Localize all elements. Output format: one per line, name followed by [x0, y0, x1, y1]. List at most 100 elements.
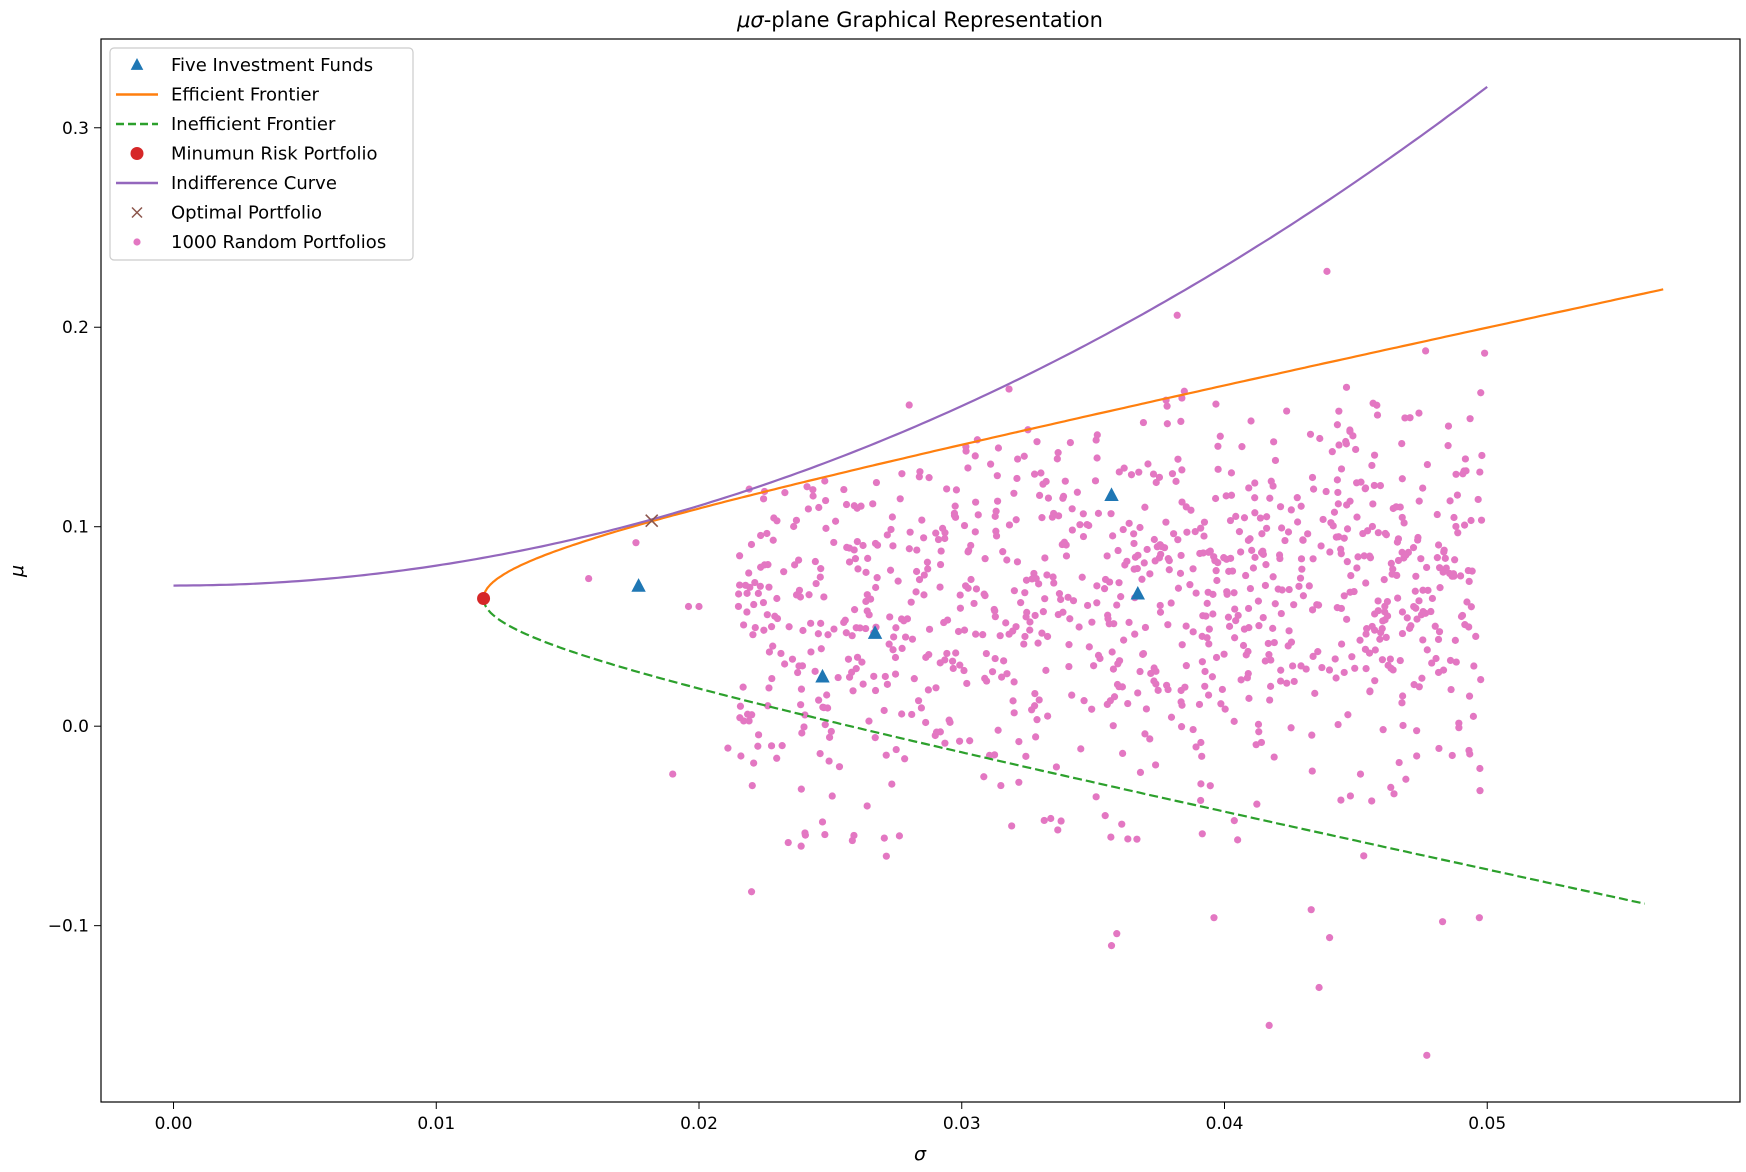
random-portfolio-point: [1309, 485, 1318, 493]
random-portfolio-point: [1267, 656, 1275, 664]
random-portfolio-point: [1476, 468, 1484, 476]
random-portfolio-point: [1217, 700, 1225, 708]
random-portfolio-point: [1049, 573, 1057, 581]
random-portfolio-point: [1409, 544, 1418, 552]
random-portfolio-point: [1455, 724, 1463, 732]
random-portfolio-point: [1114, 546, 1122, 555]
random-portfolio-point: [834, 673, 842, 682]
investment-fund-marker: [815, 668, 830, 683]
random-portfolio-point: [1090, 662, 1098, 670]
random-portfolio-point: [883, 531, 891, 539]
random-portfolio-point: [858, 658, 866, 666]
legend: Five Investment Funds Efficient Frontier I…: [109, 47, 414, 261]
random-portfolio-point: [896, 495, 904, 503]
random-portfolio-point: [970, 599, 978, 608]
random-portfolio-point: [632, 539, 640, 547]
random-portfolios: [585, 267, 1489, 1059]
random-portfolio-point: [1044, 712, 1052, 720]
random-portfolio-point: [1261, 581, 1270, 590]
random-portfolio-point: [1398, 608, 1407, 616]
random-portfolio-point: [1449, 570, 1458, 578]
random-portfolio-point: [1368, 522, 1377, 531]
random-portfolio-point: [1065, 662, 1073, 671]
random-portfolio-point: [1337, 796, 1345, 804]
legend-label: Five Investment Funds: [171, 55, 373, 76]
random-portfolio-point: [1002, 619, 1010, 627]
random-portfolio-point: [769, 536, 777, 544]
random-portfolio-point: [754, 731, 763, 739]
random-portfolio-point: [1139, 418, 1148, 427]
random-portfolio-point: [1399, 721, 1407, 730]
random-portfolio-point: [1174, 455, 1182, 463]
random-portfolio-point: [1335, 441, 1343, 449]
random-portfolio-point: [1311, 689, 1319, 697]
random-portfolio-point: [1211, 557, 1219, 565]
random-portfolio-point: [1265, 1021, 1273, 1030]
random-portfolio-point: [1043, 571, 1051, 579]
random-portfolio-point: [1396, 656, 1404, 665]
random-portfolio-point: [1237, 676, 1245, 684]
random-portfolio-point: [1062, 541, 1070, 549]
random-portfolio-point: [1394, 535, 1403, 543]
random-portfolio-point: [913, 546, 921, 554]
random-portfolio-point: [1230, 817, 1238, 825]
random-portfolio-point: [1218, 685, 1226, 694]
random-portfolio-point: [1266, 696, 1274, 704]
y-tick-label: 0.1: [62, 518, 89, 538]
random-portfolio-point: [1059, 494, 1067, 502]
random-portfolio-point: [853, 653, 862, 661]
random-portfolio-point: [1230, 717, 1238, 725]
random-portfolio-point: [1415, 597, 1423, 605]
random-portfolio-point: [905, 545, 913, 553]
random-portfolio-point: [1395, 758, 1403, 767]
random-portfolio-point: [760, 626, 768, 634]
random-portfolio-point: [1299, 592, 1307, 600]
random-portfolio-point: [1356, 770, 1365, 778]
random-portfolio-point: [992, 532, 1001, 540]
random-portfolio-point: [1216, 432, 1224, 440]
random-portfolio-point: [817, 619, 825, 627]
random-portfolio-point: [908, 635, 917, 643]
random-portfolio-point: [831, 517, 840, 525]
random-portfolio-point: [900, 617, 908, 625]
random-portfolio-point: [1227, 491, 1236, 499]
random-portfolio-point: [1451, 556, 1459, 564]
random-portfolio-point: [1265, 651, 1273, 659]
random-portfolio-point: [1415, 683, 1423, 691]
random-portfolio-point: [1309, 555, 1317, 563]
random-portfolio-point: [1317, 542, 1325, 550]
random-portfolio-point: [1406, 414, 1414, 422]
random-portfolio-point: [1177, 417, 1185, 426]
random-portfolio-point: [1123, 557, 1131, 565]
random-portfolio-point: [1261, 657, 1269, 665]
random-portfolio-point: [1113, 680, 1122, 689]
random-portfolio-point: [1165, 566, 1173, 574]
random-portfolio-point: [1133, 835, 1141, 843]
random-portfolio-point: [1075, 623, 1083, 631]
random-portfolio-point: [1370, 451, 1379, 459]
random-portfolio-point: [807, 648, 815, 656]
random-portfolio-point: [743, 608, 751, 616]
random-portfolio-point: [1010, 489, 1018, 497]
random-portfolio-point: [820, 593, 828, 601]
random-portfolio-point: [1382, 531, 1390, 539]
random-portfolio-point: [1433, 510, 1441, 519]
random-portfolio-point: [1182, 503, 1190, 511]
random-portfolio-point: [1436, 584, 1444, 592]
random-portfolio-point: [736, 552, 744, 560]
random-portfolio-point: [1138, 575, 1146, 583]
random-portfolio-point: [821, 830, 829, 839]
random-portfolio-point: [1428, 659, 1436, 667]
random-portfolio-point: [1315, 983, 1323, 992]
random-portfolio-point: [815, 503, 823, 512]
random-portfolio-point: [1101, 812, 1109, 820]
random-portfolio-point: [954, 627, 963, 636]
random-portfolio-point: [1444, 422, 1453, 430]
random-portfolio-point: [791, 561, 799, 569]
random-portfolio-point: [1296, 574, 1305, 582]
random-portfolio-point: [1335, 407, 1343, 415]
random-portfolio-point: [1378, 656, 1386, 664]
random-portfolio-point: [1110, 620, 1118, 628]
random-portfolio-point: [993, 472, 1001, 480]
random-portfolio-point: [1206, 782, 1214, 790]
